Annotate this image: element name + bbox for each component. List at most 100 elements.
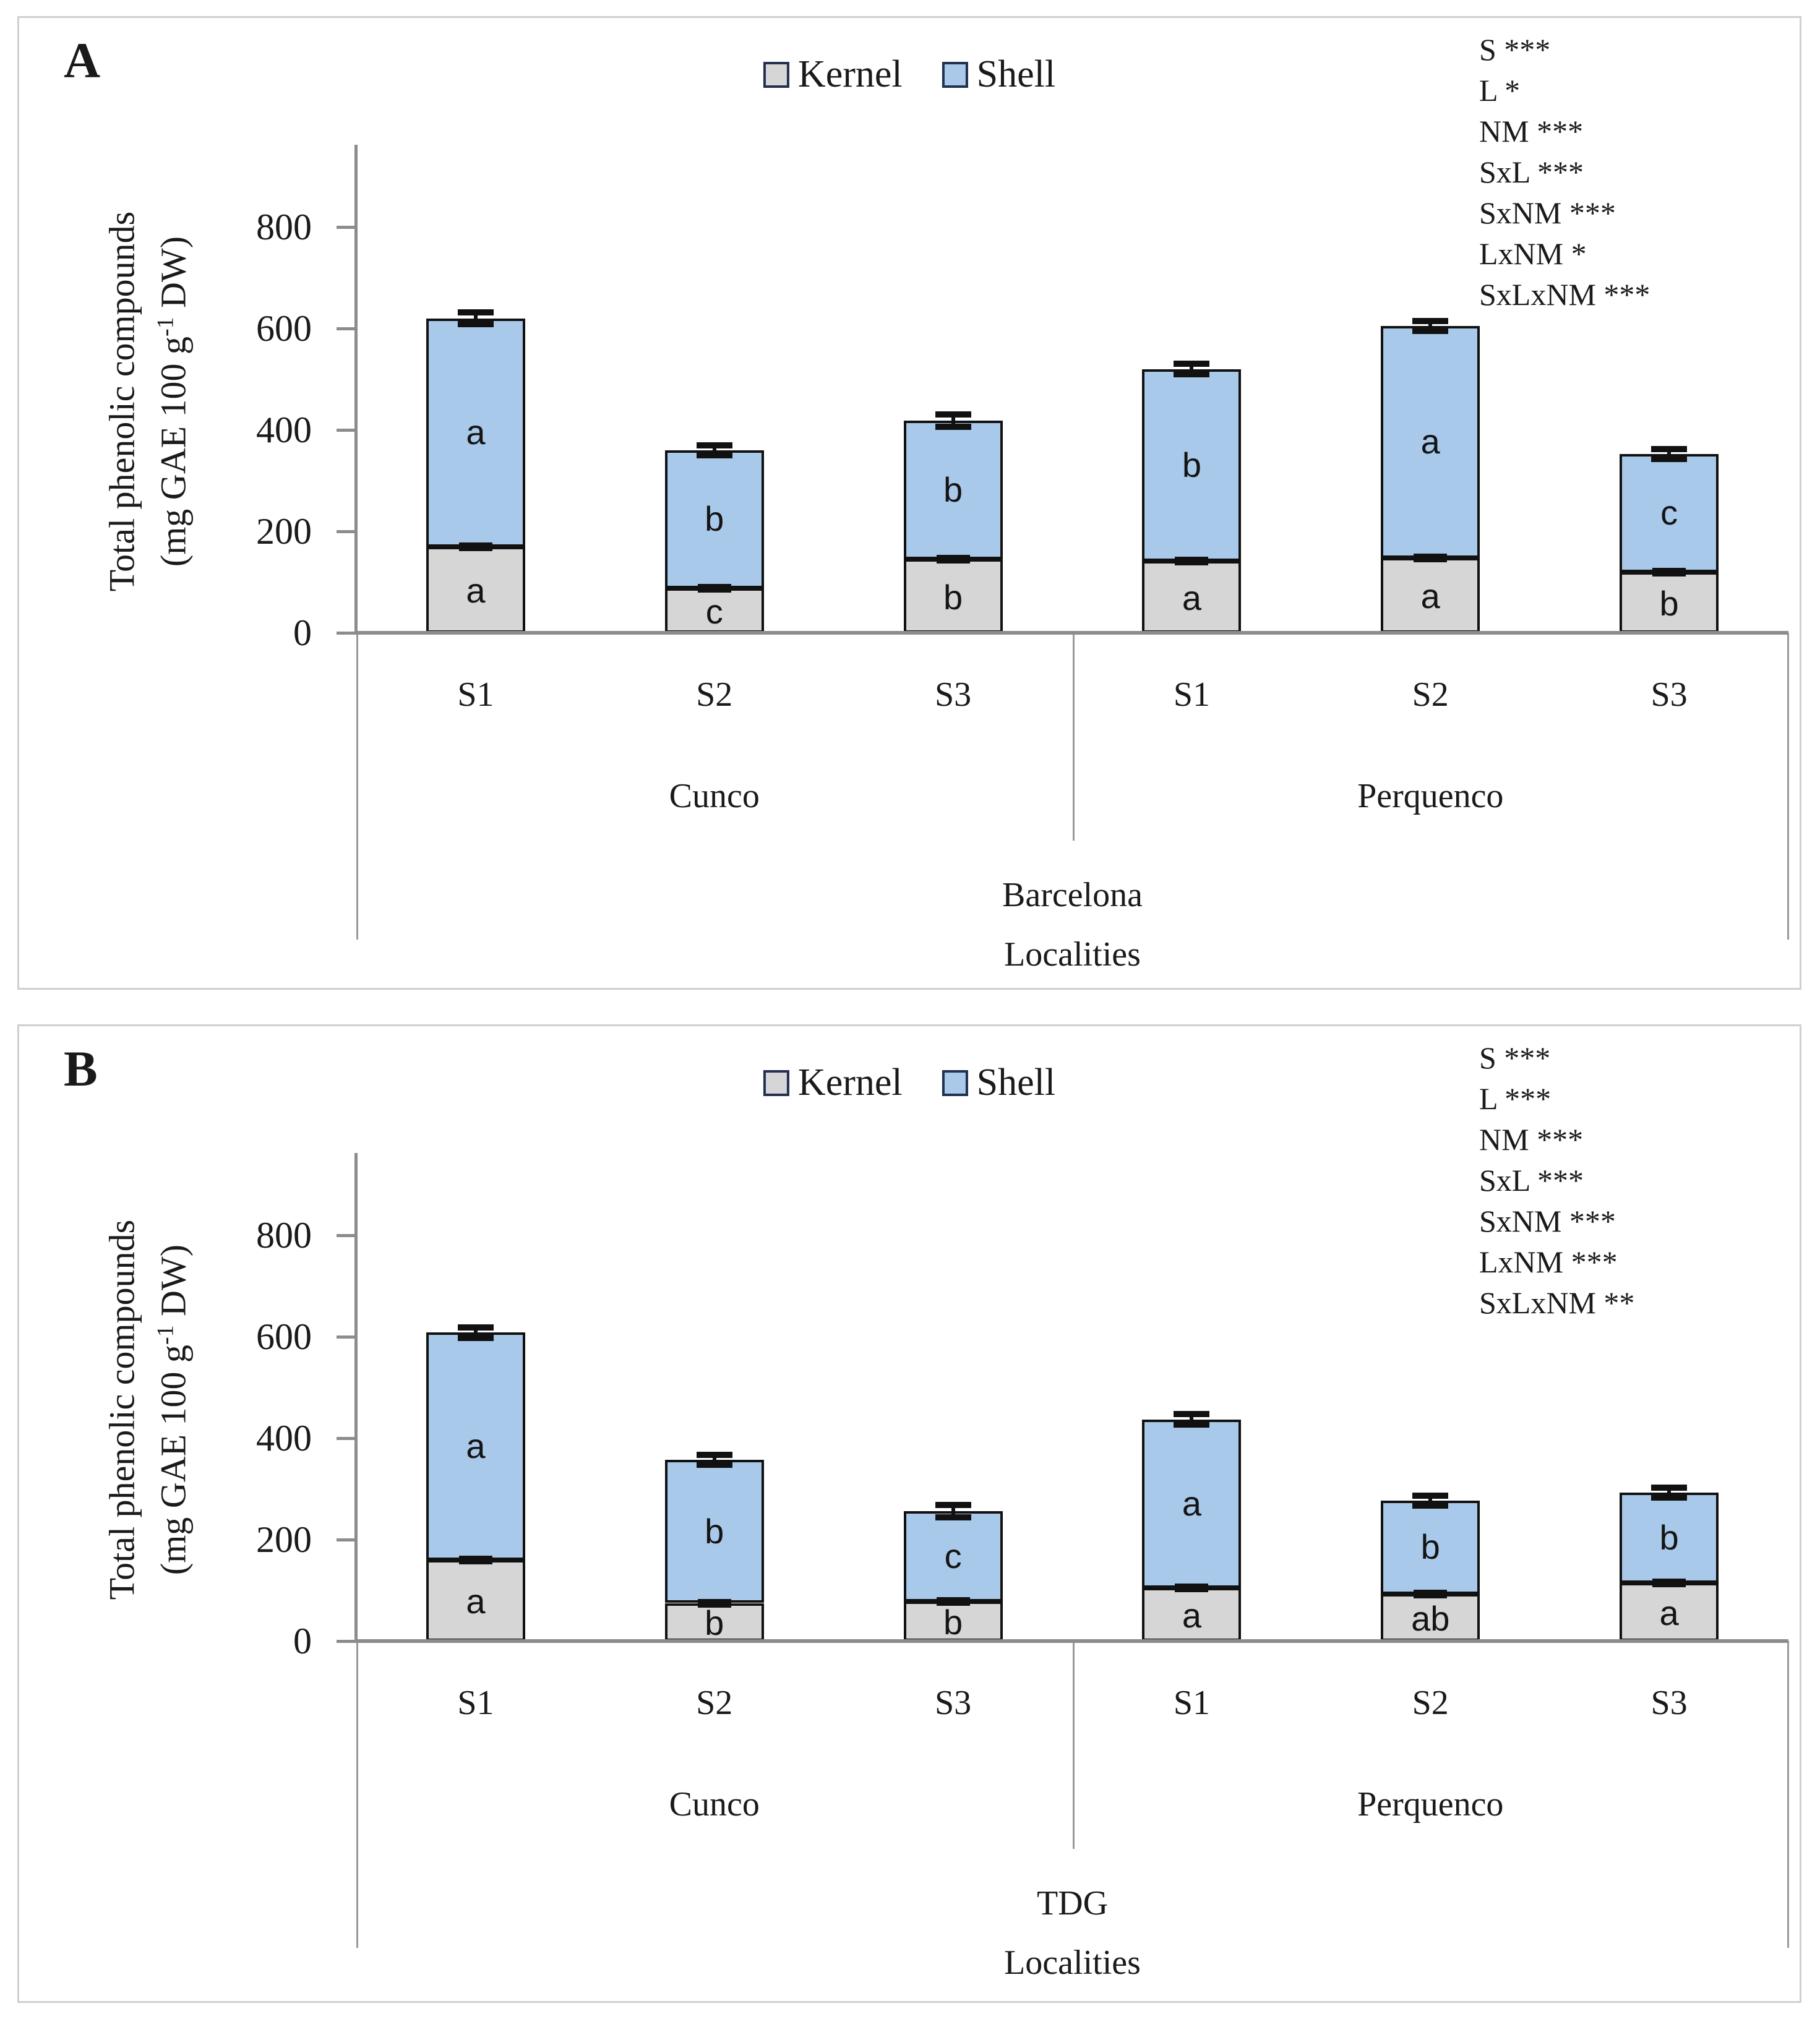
x-season-label: S1: [1173, 675, 1210, 714]
kernel-error-bar-cap: [458, 1555, 492, 1564]
anova-line: S ***: [1479, 32, 1551, 67]
shell-significance-letter: a: [466, 1426, 486, 1466]
total-error-bar-top-cap: [935, 411, 971, 418]
y-axis-line: [354, 145, 358, 633]
x-season-label: S2: [1412, 675, 1449, 714]
anova-line: SxL ***: [1479, 155, 1584, 189]
cultivar-label: TDG: [1036, 1884, 1109, 1923]
kernel-significance-letter: a: [1182, 578, 1201, 617]
legend-label: Shell: [976, 53, 1056, 95]
total-error-bar-whisker: [712, 1455, 716, 1465]
total-error-bar-whisker: [1190, 1414, 1194, 1425]
y-tick-mark: [337, 530, 356, 533]
total-error-bar-bottom-cap: [457, 1334, 494, 1341]
shell-significance-letter: a: [1182, 1483, 1201, 1523]
y-tick-mark: [337, 429, 356, 432]
anova-line: SxLxNM **: [1479, 1285, 1635, 1320]
shell-significance-letter: b: [1420, 1527, 1440, 1567]
total-error-bar-bottom-cap: [1174, 1421, 1210, 1428]
shell-significance-letter: a: [1420, 422, 1440, 461]
category-separator-left: [356, 1641, 358, 1948]
bar-shell-segment: [1381, 325, 1480, 558]
y-tick-mark: [337, 1234, 356, 1237]
locality-label-perquenco: Perquenco: [1357, 1785, 1504, 1824]
y-tick-mark: [337, 226, 356, 229]
kernel-error-bar-cap: [1652, 1578, 1686, 1587]
bar-shell-segment: [1142, 1419, 1242, 1588]
legend-swatch-shell-icon: [942, 1070, 968, 1096]
anova-line: NM ***: [1479, 1122, 1584, 1157]
kernel-significance-letter: a: [1182, 1595, 1201, 1635]
panel-letter: B: [64, 1040, 98, 1097]
bar-shell-segment: [426, 318, 525, 547]
kernel-error-bar-cap: [1414, 1589, 1448, 1598]
x-season-label: S2: [696, 675, 733, 714]
total-error-bar-whisker: [1667, 1487, 1672, 1498]
category-separator-right: [1787, 1641, 1789, 1948]
cultivar-label: Barcelona: [1002, 876, 1143, 914]
y-tick-mark: [337, 1538, 356, 1541]
y-tick-label: 600: [256, 1316, 312, 1357]
x-season-label: S3: [934, 675, 972, 714]
x-axis-baseline: [356, 1639, 1788, 1643]
kernel-significance-letter: a: [466, 1582, 486, 1621]
total-error-bar-bottom-cap: [1412, 327, 1449, 334]
legend-swatch-shell-icon: [942, 61, 968, 88]
kernel-error-bar-cap: [697, 1598, 731, 1608]
shell-significance-letter: b: [705, 499, 724, 539]
total-error-bar-bottom-cap: [935, 1514, 971, 1520]
y-tick-label: 0: [293, 1621, 312, 1661]
shell-significance-letter: b: [1659, 1517, 1679, 1557]
shell-significance-letter: b: [1182, 445, 1201, 484]
y-tick-mark: [337, 1437, 356, 1440]
total-error-bar-whisker: [1190, 364, 1194, 374]
total-error-bar-whisker: [1428, 1495, 1433, 1506]
x-season-label: S1: [1173, 1684, 1210, 1722]
bar-kernel-segment: [426, 546, 525, 633]
total-error-bar-whisker: [473, 1327, 478, 1338]
kernel-error-bar-cap: [1175, 1583, 1209, 1592]
bar-shell-segment: [1620, 454, 1719, 572]
total-error-bar-bottom-cap: [1651, 456, 1688, 463]
anova-stats: S *** L *** NM *** SxL *** SxNM *** LxNM *** S…: [1479, 1037, 1634, 1323]
legend: Kernel Shell: [763, 1061, 1055, 1105]
x-axis-title: Localities: [1004, 1944, 1141, 1982]
y-tick-label: 200: [256, 511, 312, 552]
total-error-bar-top-cap: [935, 1502, 971, 1509]
total-error-bar-top-cap: [1174, 361, 1210, 367]
panel-A: A Kernel Shell S *** L * NM *** SxL *** SxNM **…: [17, 16, 1801, 990]
total-error-bar-top-cap: [1651, 1484, 1688, 1491]
kernel-error-bar-cap: [936, 555, 970, 564]
total-error-bar-whisker: [1667, 449, 1672, 460]
bar-shell-segment: [426, 1332, 525, 1560]
total-error-bar-bottom-cap: [696, 1462, 732, 1468]
locality-label-cunco: Cunco: [669, 1785, 760, 1824]
anova-line: SxNM ***: [1479, 195, 1616, 230]
total-error-bar-top-cap: [1412, 317, 1449, 324]
kernel-error-bar-cap: [936, 1597, 970, 1606]
shell-significance-letter: c: [944, 1537, 962, 1576]
kernel-error-bar-cap: [697, 583, 731, 593]
y-tick-label: 600: [256, 308, 312, 349]
total-error-bar-whisker: [712, 445, 716, 455]
shell-significance-letter: b: [943, 470, 963, 510]
kernel-significance-letter: b: [1659, 583, 1679, 623]
locality-label-perquenco: Perquenco: [1357, 777, 1504, 815]
total-error-bar-bottom-cap: [1412, 1502, 1449, 1509]
y-tick-label: 400: [256, 1418, 312, 1459]
total-error-bar-whisker: [951, 414, 955, 427]
total-error-bar-whisker: [1428, 320, 1433, 331]
kernel-significance-letter: a: [1659, 1593, 1679, 1632]
legend-label: Kernel: [797, 1061, 903, 1104]
y-tick-label: 400: [256, 409, 312, 450]
anova-line: S ***: [1479, 1040, 1551, 1075]
legend-item-shell: Shell: [942, 53, 1055, 96]
x-season-label: S2: [1412, 1684, 1449, 1722]
category-separator-middle: [1072, 633, 1075, 841]
locality-label-cunco: Cunco: [669, 777, 760, 815]
legend-swatch-kernel-icon: [763, 1070, 789, 1096]
y-tick-mark: [337, 632, 356, 635]
total-error-bar-bottom-cap: [1651, 1494, 1688, 1501]
kernel-significance-letter: b: [705, 1603, 724, 1643]
total-error-bar-top-cap: [1174, 1411, 1210, 1418]
